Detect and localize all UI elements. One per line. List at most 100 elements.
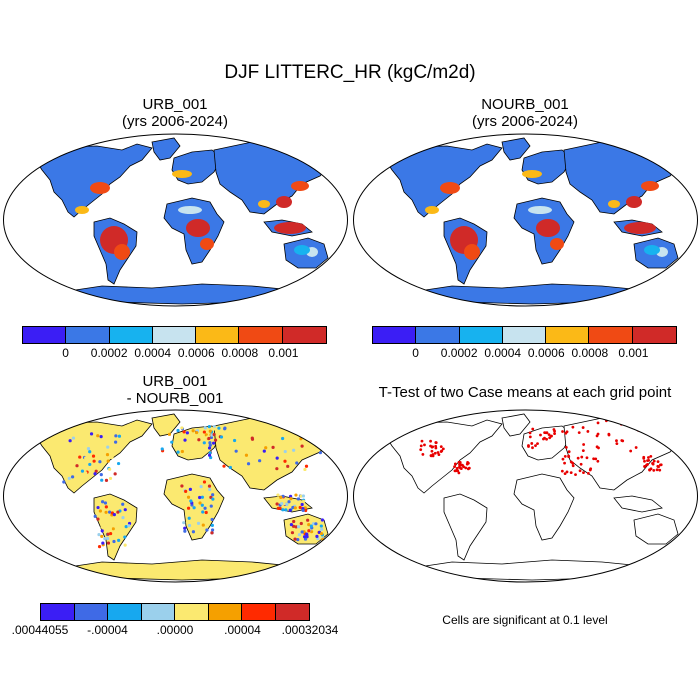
diff-cell <box>211 493 215 497</box>
significant-cell <box>464 466 468 470</box>
diff-cell <box>186 495 191 499</box>
significant-cell <box>528 431 532 435</box>
significant-cell <box>434 444 438 448</box>
significant-cell <box>561 457 565 461</box>
diff-cell <box>185 431 189 435</box>
significant-cell <box>553 432 556 436</box>
diff-cell <box>180 484 184 488</box>
significant-cell <box>581 449 585 453</box>
diff-cell <box>205 528 209 532</box>
diff-cell <box>182 521 186 525</box>
diff-cell <box>68 439 72 443</box>
significant-cell <box>430 445 434 449</box>
significant-cell <box>527 445 530 448</box>
diff-cell <box>192 506 196 510</box>
significant-cell <box>576 456 580 460</box>
map-diff <box>2 408 349 584</box>
significant-cell <box>564 445 568 449</box>
diff-cell <box>208 429 212 433</box>
diff-cell <box>299 521 303 526</box>
diff-cell <box>103 501 108 505</box>
significant-cell <box>656 460 660 463</box>
significant-cell <box>550 434 553 438</box>
significant-cell <box>577 431 581 434</box>
significant-cell <box>581 426 585 429</box>
significant-cell <box>459 467 463 471</box>
sahel-light <box>178 206 202 214</box>
diff-cell <box>189 499 193 503</box>
significant-cell <box>436 451 440 454</box>
diff-cell <box>170 440 174 444</box>
diff-cell <box>110 455 114 460</box>
diff-cell <box>309 524 313 528</box>
diff-cell <box>302 535 307 539</box>
diff-cell <box>307 529 311 533</box>
diff-cell <box>110 500 114 504</box>
diff-cell <box>94 469 98 473</box>
diff-cell <box>293 537 297 541</box>
colorbar-swatch <box>108 604 142 620</box>
diff-cell <box>289 523 294 527</box>
diff-cell <box>302 499 306 503</box>
diff-cell <box>184 489 188 493</box>
diff-cell <box>210 531 214 535</box>
diff-cell <box>306 518 310 522</box>
panel-title-diff: URB_001 - NOURB_001 <box>25 373 325 407</box>
diff-cell <box>100 534 104 539</box>
diff-cell <box>305 535 309 539</box>
diff-cell <box>301 508 305 513</box>
map-nourb-svg <box>353 133 698 307</box>
diff-cell <box>99 435 103 439</box>
india <box>608 200 620 208</box>
diff-cell <box>180 426 184 430</box>
continent-australia <box>633 513 679 545</box>
significant-cell <box>565 470 569 474</box>
diff-cell <box>88 450 92 454</box>
significant-cell <box>657 465 660 469</box>
diff-cell <box>100 525 104 529</box>
significant-cell <box>531 427 535 431</box>
diff-cell <box>101 541 105 545</box>
central-america <box>425 206 439 214</box>
diff-cell <box>92 459 96 463</box>
diff-cell <box>200 503 204 507</box>
diff-cell <box>93 514 97 518</box>
diff-cell <box>97 545 102 549</box>
diff-cell <box>104 478 109 482</box>
diff-cell <box>98 509 102 513</box>
significant-cell <box>597 446 600 450</box>
significant-cell <box>615 439 618 443</box>
map-urb-svg <box>3 133 348 307</box>
significant-cell <box>652 459 656 463</box>
significant-cell <box>634 446 638 449</box>
diff-cell <box>208 451 212 455</box>
diff-cell <box>281 436 285 441</box>
significant-cell <box>586 430 590 433</box>
diff-cell <box>106 532 110 536</box>
significant-cell <box>458 463 461 467</box>
diff-cell <box>283 459 287 463</box>
diff-cell <box>296 525 301 529</box>
diff-cell <box>103 536 107 541</box>
colorbar-nourb-ticks: 0 0.0002 0.0004 0.0006 0.0008 0.001 <box>372 346 677 362</box>
panel-title-ttest: T-Test of two Case means at each grid po… <box>378 384 672 401</box>
significant-cell <box>589 467 593 471</box>
diff-cell <box>207 484 212 488</box>
diff-cell <box>292 519 296 524</box>
map-border <box>353 409 698 583</box>
diff-cell <box>117 538 121 542</box>
diff-cell <box>244 453 249 457</box>
panel-title-urb: URB_001 (yrs 2006-2024) <box>25 96 325 130</box>
colorbar-swatch <box>208 604 242 620</box>
significant-cell <box>439 445 443 449</box>
east-china <box>641 181 659 191</box>
significant-cell <box>582 443 586 446</box>
diff-cell <box>100 500 105 504</box>
significant-cell <box>561 430 564 433</box>
diff-cell <box>230 461 234 465</box>
europe-med <box>522 170 542 178</box>
europe-med <box>172 170 192 178</box>
diff-cell <box>213 438 218 442</box>
diff-cell <box>124 524 128 529</box>
diff-cell <box>300 502 304 507</box>
